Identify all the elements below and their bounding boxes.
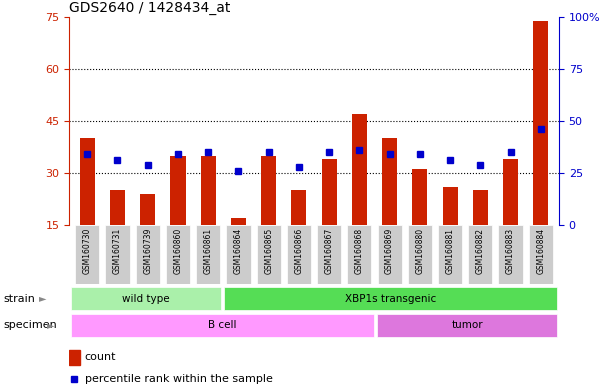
Bar bbox=[257, 225, 281, 284]
Bar bbox=[231, 218, 246, 225]
Bar bbox=[291, 190, 307, 225]
Bar bbox=[227, 225, 251, 284]
Text: GSM160864: GSM160864 bbox=[234, 228, 243, 274]
Bar bbox=[407, 225, 432, 284]
Text: GSM160880: GSM160880 bbox=[415, 228, 424, 274]
Bar bbox=[140, 194, 155, 225]
Text: GSM160739: GSM160739 bbox=[143, 228, 152, 274]
Bar bbox=[80, 138, 95, 225]
Bar bbox=[105, 225, 130, 284]
Text: GSM160860: GSM160860 bbox=[174, 228, 183, 274]
Bar bbox=[438, 225, 462, 284]
Bar bbox=[171, 156, 186, 225]
Bar bbox=[71, 314, 374, 337]
Text: wild type: wild type bbox=[122, 293, 169, 304]
Bar bbox=[196, 225, 221, 284]
Bar bbox=[261, 156, 276, 225]
Bar bbox=[224, 287, 557, 310]
Text: GSM160869: GSM160869 bbox=[385, 228, 394, 274]
Bar bbox=[347, 225, 371, 284]
Bar bbox=[533, 21, 548, 225]
Text: GSM160882: GSM160882 bbox=[476, 228, 485, 274]
Bar bbox=[322, 159, 337, 225]
Bar bbox=[529, 225, 553, 284]
Text: ►: ► bbox=[47, 320, 54, 331]
Text: strain: strain bbox=[3, 293, 35, 304]
Text: B cell: B cell bbox=[208, 320, 236, 331]
Text: GSM160867: GSM160867 bbox=[325, 228, 334, 274]
Text: specimen: specimen bbox=[3, 320, 56, 331]
Bar bbox=[71, 287, 221, 310]
Text: percentile rank within the sample: percentile rank within the sample bbox=[85, 374, 273, 384]
Text: GSM160868: GSM160868 bbox=[355, 228, 364, 274]
Text: GSM160731: GSM160731 bbox=[113, 228, 122, 274]
Text: GSM160884: GSM160884 bbox=[536, 228, 545, 274]
Bar bbox=[377, 314, 557, 337]
Bar bbox=[468, 225, 492, 284]
Text: XBP1s transgenic: XBP1s transgenic bbox=[345, 293, 436, 304]
Bar bbox=[473, 190, 488, 225]
Bar bbox=[382, 138, 397, 225]
Bar bbox=[503, 159, 518, 225]
Text: GDS2640 / 1428434_at: GDS2640 / 1428434_at bbox=[69, 1, 231, 15]
Bar bbox=[412, 169, 427, 225]
Bar bbox=[287, 225, 311, 284]
Text: GSM160861: GSM160861 bbox=[204, 228, 213, 274]
Bar bbox=[136, 225, 160, 284]
Text: GSM160883: GSM160883 bbox=[506, 228, 515, 274]
Text: GSM160865: GSM160865 bbox=[264, 228, 273, 274]
Bar bbox=[352, 114, 367, 225]
Bar bbox=[201, 156, 216, 225]
Bar bbox=[442, 187, 457, 225]
Bar bbox=[377, 225, 401, 284]
Text: GSM160730: GSM160730 bbox=[83, 228, 92, 274]
Text: tumor: tumor bbox=[451, 320, 483, 331]
Text: GSM160866: GSM160866 bbox=[294, 228, 304, 274]
Text: count: count bbox=[85, 352, 116, 362]
Bar bbox=[498, 225, 523, 284]
Bar bbox=[166, 225, 190, 284]
Text: ►: ► bbox=[39, 293, 46, 304]
Bar bbox=[69, 350, 80, 365]
Text: GSM160881: GSM160881 bbox=[445, 228, 454, 274]
Bar bbox=[317, 225, 341, 284]
Bar bbox=[75, 225, 99, 284]
Bar bbox=[110, 190, 125, 225]
